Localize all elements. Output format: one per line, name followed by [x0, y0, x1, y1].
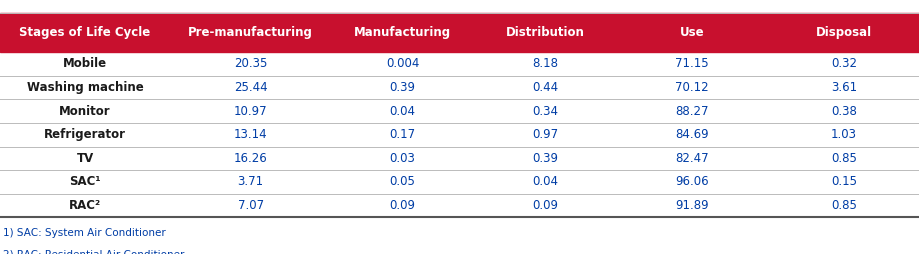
Text: 0.34: 0.34	[531, 105, 558, 118]
Text: 71.15: 71.15	[675, 57, 709, 70]
Text: 25.44: 25.44	[233, 81, 267, 94]
Text: 0.97: 0.97	[531, 128, 558, 141]
Text: 91.89: 91.89	[675, 199, 709, 212]
Text: 1.03: 1.03	[830, 128, 857, 141]
Text: 88.27: 88.27	[675, 105, 709, 118]
Text: Stages of Life Cycle: Stages of Life Cycle	[19, 26, 151, 39]
Text: RAC²: RAC²	[69, 199, 101, 212]
Bar	[0, 194, 919, 217]
Text: 0.39: 0.39	[531, 152, 558, 165]
Text: 0.39: 0.39	[389, 81, 415, 94]
Text: 20.35: 20.35	[233, 57, 267, 70]
Text: 0.03: 0.03	[389, 152, 415, 165]
Text: 0.004: 0.004	[385, 57, 419, 70]
Bar	[0, 147, 919, 170]
Text: 84.69: 84.69	[675, 128, 709, 141]
Bar	[0, 99, 919, 123]
Bar	[0, 52, 919, 76]
Text: 10.97: 10.97	[233, 105, 267, 118]
Text: 0.32: 0.32	[830, 57, 857, 70]
Bar	[0, 123, 919, 147]
Text: 2) RAC: Residential Air Conditioner: 2) RAC: Residential Air Conditioner	[3, 249, 184, 254]
Text: 0.38: 0.38	[830, 105, 857, 118]
Text: 1) SAC: System Air Conditioner: 1) SAC: System Air Conditioner	[3, 228, 165, 237]
Text: Manufacturing: Manufacturing	[354, 26, 450, 39]
Text: Use: Use	[679, 26, 704, 39]
Text: 0.85: 0.85	[830, 152, 857, 165]
Text: TV: TV	[76, 152, 94, 165]
Text: Mobile: Mobile	[63, 57, 107, 70]
Text: SAC¹: SAC¹	[69, 176, 101, 188]
Text: 0.09: 0.09	[389, 199, 415, 212]
Text: Washing machine: Washing machine	[27, 81, 143, 94]
Bar	[0, 76, 919, 99]
Bar	[0, 13, 919, 52]
Text: Distribution: Distribution	[505, 26, 584, 39]
Text: Refrigerator: Refrigerator	[44, 128, 126, 141]
Bar	[0, 170, 919, 194]
Text: 0.05: 0.05	[389, 176, 415, 188]
Text: 96.06: 96.06	[675, 176, 709, 188]
Text: 82.47: 82.47	[675, 152, 709, 165]
Text: Monitor: Monitor	[59, 105, 111, 118]
Text: 13.14: 13.14	[233, 128, 267, 141]
Text: 7.07: 7.07	[237, 199, 264, 212]
Text: 0.09: 0.09	[531, 199, 558, 212]
Text: 0.04: 0.04	[531, 176, 558, 188]
Text: 0.15: 0.15	[830, 176, 857, 188]
Text: 16.26: 16.26	[233, 152, 267, 165]
Text: 0.85: 0.85	[830, 199, 857, 212]
Text: 0.04: 0.04	[389, 105, 415, 118]
Text: Disposal: Disposal	[815, 26, 871, 39]
Text: Pre-manufacturing: Pre-manufacturing	[188, 26, 312, 39]
Text: 3.71: 3.71	[237, 176, 264, 188]
Text: 70.12: 70.12	[675, 81, 709, 94]
Text: 0.17: 0.17	[389, 128, 415, 141]
Text: 8.18: 8.18	[531, 57, 558, 70]
Text: 3.61: 3.61	[830, 81, 857, 94]
Text: 0.44: 0.44	[531, 81, 558, 94]
